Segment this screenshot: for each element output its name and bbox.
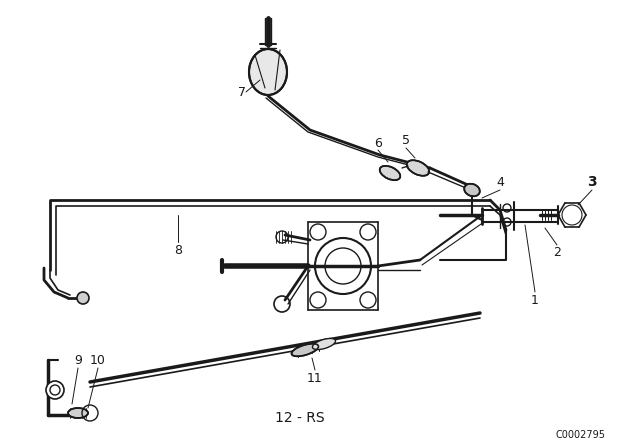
Ellipse shape <box>292 344 319 356</box>
Ellipse shape <box>407 160 429 176</box>
Circle shape <box>77 292 89 304</box>
Ellipse shape <box>464 184 480 196</box>
Circle shape <box>46 381 64 399</box>
Text: 5: 5 <box>402 134 410 146</box>
Ellipse shape <box>68 408 88 418</box>
Text: 2: 2 <box>553 246 561 258</box>
Ellipse shape <box>312 338 335 349</box>
Text: 6: 6 <box>374 137 382 150</box>
Text: 1: 1 <box>531 293 539 306</box>
Text: 12 - RS: 12 - RS <box>275 411 325 425</box>
Text: 7: 7 <box>238 86 246 99</box>
Text: 11: 11 <box>307 371 323 384</box>
Ellipse shape <box>249 49 287 95</box>
Text: 3: 3 <box>587 175 597 189</box>
Text: 4: 4 <box>496 176 504 189</box>
Text: 9: 9 <box>74 353 82 366</box>
Text: 10: 10 <box>90 353 106 366</box>
Text: C0002795: C0002795 <box>555 430 605 440</box>
Ellipse shape <box>380 166 400 180</box>
Text: 8: 8 <box>174 244 182 257</box>
